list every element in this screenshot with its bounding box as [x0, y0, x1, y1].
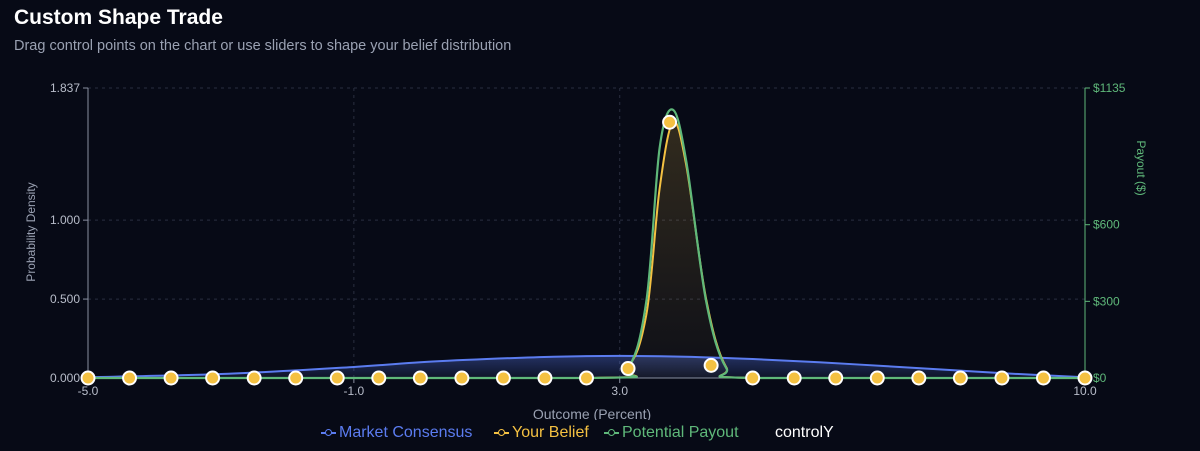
- x-tick-label: -5.0: [78, 384, 99, 398]
- control-point[interactable]: [288, 370, 304, 386]
- control-point[interactable]: [994, 370, 1010, 386]
- control-point[interactable]: [828, 370, 844, 386]
- legend-item-your-belief[interactable]: Your Belief: [494, 424, 589, 442]
- control-point[interactable]: [122, 370, 138, 386]
- legend-label: Potential Payout: [622, 424, 739, 441]
- legend-line-icon: [494, 428, 509, 438]
- x-axis-label: Outcome (Percent): [533, 406, 651, 420]
- control-point[interactable]: [454, 370, 470, 386]
- control-point[interactable]: [495, 370, 511, 386]
- control-point[interactable]: [163, 370, 179, 386]
- control-point[interactable]: [911, 370, 927, 386]
- legend-item-control-y[interactable]: controlY: [775, 424, 834, 441]
- legend-label: Your Belief: [512, 424, 589, 441]
- belief-chart[interactable]: 0.000 0.500 1.000 1.837 $0 $300 $600 $1135 -5.0 -…: [0, 0, 1200, 420]
- control-point[interactable]: [412, 370, 428, 386]
- y-tick-label: 0.000: [50, 371, 80, 385]
- control-point[interactable]: [662, 114, 678, 130]
- y-tick-label: 1.837: [50, 81, 80, 95]
- your-belief-line: [87, 120, 1085, 380]
- y2-tick-label: $300: [1093, 294, 1120, 308]
- control-point[interactable]: [246, 370, 262, 386]
- your-belief-area: [88, 121, 1085, 378]
- chart-legend: Market Consensus Your Belief Potential P…: [0, 424, 1200, 444]
- control-point[interactable]: [80, 370, 96, 386]
- control-points[interactable]: [80, 114, 1093, 386]
- x-tick-label: 10.0: [1073, 384, 1097, 398]
- control-point[interactable]: [537, 370, 553, 386]
- legend-item-market-consensus[interactable]: Market Consensus: [321, 424, 472, 442]
- legend-line-icon: [604, 428, 619, 438]
- potential-payout-line: [87, 108, 1085, 380]
- y2-axis-label: Payout ($): [1134, 140, 1148, 195]
- market-consensus-line: [87, 354, 1086, 379]
- control-point[interactable]: [1077, 370, 1093, 386]
- y-tick-label: 0.500: [50, 292, 80, 306]
- legend-label: Market Consensus: [339, 424, 473, 441]
- control-point[interactable]: [579, 370, 594, 386]
- y2-tick-label: $1135: [1093, 81, 1126, 95]
- control-point[interactable]: [703, 357, 719, 373]
- y2-tick-label: $600: [1093, 218, 1120, 232]
- x-tick-label: 3.0: [611, 384, 628, 398]
- control-point[interactable]: [952, 370, 968, 386]
- control-point[interactable]: [205, 370, 221, 386]
- grid-lines: [87, 87, 1086, 378]
- control-point[interactable]: [329, 370, 345, 386]
- y-tick-label: 1.000: [50, 213, 80, 227]
- control-point[interactable]: [786, 370, 802, 386]
- legend-item-potential-payout[interactable]: Potential Payout: [604, 424, 739, 442]
- control-point[interactable]: [620, 361, 636, 377]
- y-axis-label: Probability Density: [24, 182, 38, 281]
- legend-line-icon: [321, 428, 336, 438]
- page-subtitle: Drag control points on the chart or use …: [14, 38, 512, 54]
- control-point[interactable]: [1035, 370, 1051, 386]
- series-lines: [87, 108, 1086, 380]
- control-point[interactable]: [869, 370, 885, 386]
- control-point[interactable]: [371, 370, 387, 386]
- page-title: Custom Shape Trade: [14, 6, 223, 29]
- x-tick-label: -1.0: [344, 384, 365, 398]
- y2-tick-label: $0: [1093, 371, 1107, 385]
- control-point[interactable]: [745, 370, 761, 386]
- series-areas: [88, 121, 1085, 378]
- axes: 0.000 0.500 1.000 1.837 $0 $300 $600 $1135 -5.0 -…: [50, 81, 1126, 398]
